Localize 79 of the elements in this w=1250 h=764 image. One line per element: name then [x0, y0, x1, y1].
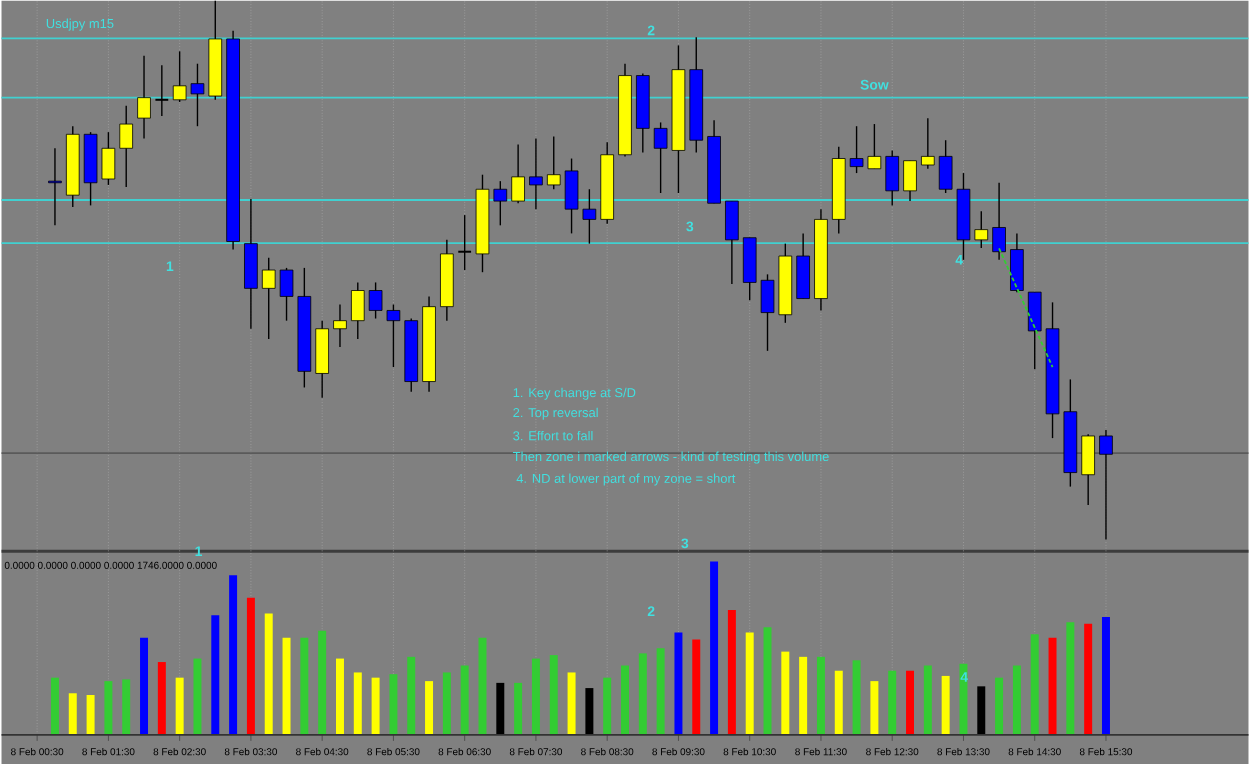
bar	[977, 685, 986, 735]
bar	[122, 678, 131, 735]
bar	[710, 561, 719, 735]
bar	[514, 682, 523, 735]
candlestick	[244, 197, 258, 330]
candlestick	[137, 54, 151, 139]
candlestick	[903, 159, 917, 202]
bar	[229, 574, 238, 735]
bar	[763, 626, 772, 735]
bar	[959, 663, 968, 735]
bar	[175, 677, 184, 735]
candlestick	[1081, 433, 1095, 506]
bar	[496, 682, 505, 735]
candlestick	[333, 303, 347, 348]
bar	[923, 665, 932, 735]
bar	[567, 672, 576, 735]
bar	[246, 597, 255, 735]
bar	[193, 658, 202, 735]
bar	[1030, 633, 1039, 735]
bar	[781, 651, 790, 735]
bar	[906, 670, 915, 735]
bar	[389, 673, 398, 735]
bar	[816, 656, 825, 735]
bar	[264, 613, 273, 735]
bar	[478, 637, 487, 735]
candlestick	[350, 281, 365, 340]
bar	[941, 675, 950, 735]
candlestick	[725, 199, 739, 285]
bar	[104, 680, 113, 735]
bar	[460, 665, 469, 735]
bar	[68, 692, 77, 735]
bar	[1066, 621, 1075, 735]
bar	[834, 670, 843, 735]
bar	[371, 677, 380, 735]
candlestick	[1010, 232, 1024, 293]
bar	[140, 637, 149, 735]
bar	[407, 656, 416, 735]
bar	[549, 654, 558, 735]
bar	[353, 672, 362, 735]
bar	[335, 658, 344, 735]
candlestick	[885, 149, 900, 206]
bar	[692, 639, 701, 735]
candlestick	[511, 143, 525, 204]
bar	[799, 656, 808, 735]
candlestick	[921, 117, 935, 170]
bar	[425, 680, 434, 735]
bar	[656, 647, 665, 735]
bar	[585, 687, 594, 735]
bar	[870, 680, 879, 735]
bar	[1012, 665, 1021, 735]
bar	[531, 658, 540, 735]
bar	[674, 632, 683, 735]
bar	[86, 694, 95, 735]
bar	[745, 632, 754, 735]
bar	[1101, 616, 1110, 735]
bar	[50, 677, 59, 735]
bar	[603, 677, 612, 735]
bar	[211, 614, 220, 735]
bar	[300, 637, 309, 735]
bar	[282, 637, 291, 735]
candlestick	[154, 64, 170, 117]
bar	[995, 677, 1004, 735]
candlestick	[119, 104, 134, 188]
bar	[1048, 637, 1057, 735]
bar	[157, 661, 166, 735]
bar	[852, 659, 861, 735]
bar	[888, 670, 897, 735]
bar	[442, 672, 451, 735]
bar	[638, 652, 647, 735]
candlestick	[315, 319, 329, 399]
bar	[318, 630, 327, 735]
candlestick	[529, 137, 543, 210]
candlestick	[796, 232, 810, 299]
candlestick	[1099, 428, 1113, 540]
bar	[1084, 623, 1093, 735]
candlestick	[992, 181, 1006, 261]
candlestick	[457, 213, 473, 271]
bar	[621, 665, 629, 735]
bar	[727, 609, 736, 735]
